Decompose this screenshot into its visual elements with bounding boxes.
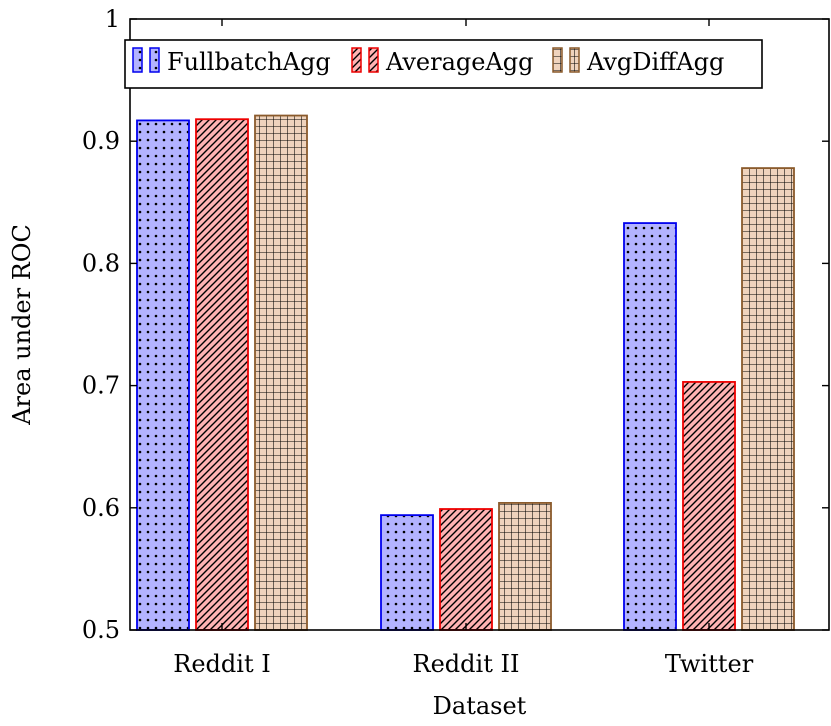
x-tick-label: Reddit I [173, 650, 270, 678]
bar-fullbatchagg-reddit-ii [380, 514, 434, 631]
legend-label: AverageAgg [385, 48, 534, 76]
bar-avgdiffagg-reddit-ii [498, 502, 552, 631]
x-axis-title: Dataset [433, 692, 527, 720]
legend-swatch-bar [569, 47, 580, 73]
legend-box [124, 39, 763, 89]
bar-averageagg-reddit-i [195, 118, 249, 631]
bar-averageagg-twitter [682, 381, 736, 631]
legend-item-fullbatchagg: FullbatchAgg [132, 47, 331, 76]
plot-frame [129, 18, 830, 631]
legend: FullbatchAgg AverageAgg AvgDiffAgg [124, 39, 763, 89]
bar-avgdiffagg-twitter [741, 167, 795, 631]
y-tick-label: 0.8 [82, 249, 120, 277]
legend-item-averageagg: AverageAgg [351, 47, 534, 76]
y-tick-label: 0.7 [82, 372, 120, 400]
legend-swatch-bar [351, 47, 362, 73]
x-tick-label: Twitter [665, 650, 754, 678]
bar-fullbatchagg-twitter [623, 222, 677, 631]
bar-fullbatchagg-reddit-i [136, 119, 190, 631]
y-axis-title: Area under ROC [8, 224, 36, 426]
y-tick-label: 0.6 [82, 494, 120, 522]
y-tick-label: 0.5 [82, 616, 120, 644]
legend-label: FullbatchAgg [167, 48, 331, 76]
legend-item-avgdiffagg: AvgDiffAgg [552, 47, 724, 76]
x-tick-label: Reddit II [413, 650, 520, 678]
bar-averageagg-reddit-ii [439, 508, 493, 631]
legend-swatch-bar [552, 47, 563, 73]
y-tick-label: 1 [105, 5, 120, 33]
bars-layer [136, 114, 795, 631]
legend-swatch-bar [368, 47, 379, 73]
legend-swatch-bar [149, 47, 160, 73]
legend-swatch-bar [132, 47, 143, 73]
bar-avgdiffagg-reddit-i [254, 114, 308, 631]
y-tick-label: 0.9 [82, 127, 120, 155]
legend-label: AvgDiffAgg [586, 48, 724, 76]
ticks-layer: 0.5 0.6 0.7 0.8 0.9 1 Reddit I Reddit II Twitter [82, 5, 829, 678]
